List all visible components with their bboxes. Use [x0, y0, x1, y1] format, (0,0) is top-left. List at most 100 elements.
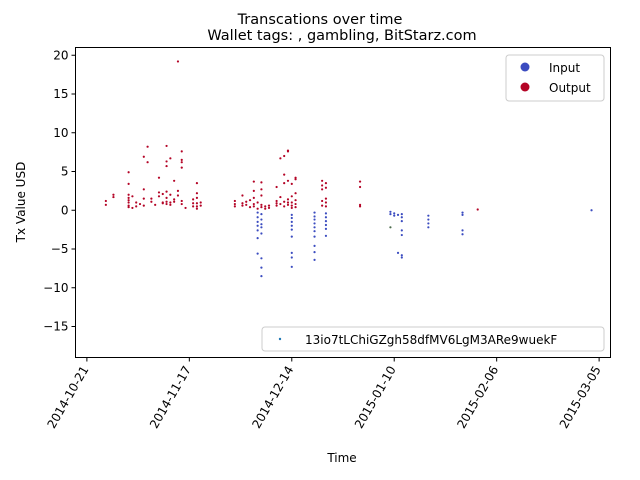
- data-point: [256, 201, 259, 204]
- data-point: [131, 206, 134, 210]
- data-point: [245, 203, 248, 206]
- data-point: [313, 251, 316, 254]
- data-point: [195, 207, 199, 210]
- data-point: [324, 205, 328, 208]
- data-point: [321, 199, 324, 203]
- data-point: [248, 206, 252, 209]
- data-point: [283, 173, 286, 176]
- data-point: [275, 202, 278, 205]
- data-point: [195, 182, 199, 185]
- data-point: [393, 212, 396, 215]
- data-point: [256, 229, 259, 232]
- data-point: [192, 202, 195, 205]
- data-point: [294, 202, 297, 206]
- data-point: [180, 150, 183, 153]
- data-point: [169, 193, 172, 196]
- data-point: [313, 226, 316, 229]
- data-point: [165, 160, 168, 163]
- x-ticks: 2014-10-21 2014-11-17 2014-12-14 2015-01-10…: [45, 357, 604, 431]
- data-point: [169, 203, 172, 206]
- data-point: [252, 205, 255, 208]
- data-point: [157, 176, 161, 179]
- data-point: [127, 204, 130, 207]
- data-point: [131, 195, 134, 198]
- x-tick-label: 2015-01-10: [352, 363, 399, 430]
- data-point: [169, 201, 172, 204]
- legend-output-marker: [520, 82, 530, 92]
- data-point: [192, 205, 195, 208]
- data-point: [260, 226, 263, 229]
- data-point: [461, 213, 464, 216]
- data-point: [290, 220, 293, 223]
- data-point: [286, 198, 290, 201]
- data-point: [256, 252, 259, 255]
- data-point: [127, 199, 130, 202]
- data-point: [294, 199, 297, 202]
- data-point: [195, 202, 199, 205]
- data-point: [389, 210, 392, 213]
- data-point: [260, 275, 263, 278]
- data-point: [252, 180, 255, 183]
- data-point: [192, 198, 195, 201]
- data-point: [169, 157, 172, 160]
- data-point: [173, 198, 176, 201]
- y-tick-label: 5: [61, 165, 69, 179]
- data-point: [146, 161, 149, 164]
- data-point: [321, 179, 324, 182]
- y-tick-label: 20: [53, 48, 68, 62]
- data-point: [173, 179, 176, 182]
- data-point: [324, 201, 328, 204]
- data-point: [176, 60, 180, 63]
- data-point: [396, 213, 400, 216]
- data-point: [245, 200, 248, 203]
- data-point: [127, 206, 130, 209]
- data-point: [283, 182, 286, 185]
- data-point: [184, 206, 187, 210]
- data-point: [279, 195, 282, 199]
- data-point: [290, 235, 293, 238]
- data-point: [294, 192, 297, 195]
- legend-input-label: Input: [549, 61, 580, 75]
- legend-lower-right-frame: [261, 326, 605, 352]
- data-point: [358, 180, 362, 183]
- data-point: [461, 233, 464, 236]
- data-point: [324, 223, 328, 227]
- y-ticks: −15 −10 −5 0 5 10 15 20: [43, 48, 76, 334]
- data-point: [180, 158, 183, 161]
- data-point: [313, 222, 316, 225]
- data-point: [290, 201, 293, 204]
- data-point: [241, 204, 244, 207]
- data-point: [427, 218, 430, 221]
- y-axis-label: Tx Value USD: [14, 162, 28, 244]
- data-point: [157, 191, 161, 194]
- data-point: [142, 188, 145, 191]
- data-point: [199, 201, 202, 204]
- data-point: [248, 199, 252, 202]
- data-point: [324, 197, 328, 200]
- data-point: [267, 204, 271, 207]
- data-point: [290, 206, 293, 210]
- data-point: [290, 216, 293, 220]
- data-point: [165, 164, 168, 168]
- data-point: [286, 150, 290, 153]
- data-point: [283, 200, 286, 203]
- legend-top-right-frame: [505, 54, 605, 102]
- data-point: [290, 182, 293, 185]
- data-point: [104, 199, 107, 203]
- data-point: [290, 195, 293, 198]
- data-point: [127, 201, 130, 204]
- data-point: [142, 197, 145, 200]
- data-point: [195, 192, 199, 195]
- data-point: [286, 179, 290, 182]
- data-point: [260, 206, 263, 209]
- data-point: [324, 186, 328, 189]
- data-point: [165, 190, 168, 193]
- y-tick-label: −5: [51, 242, 69, 256]
- x-tick-label: 2014-11-17: [147, 363, 194, 430]
- data-point: [267, 206, 271, 210]
- data-point: [256, 216, 259, 219]
- data-point: [400, 216, 403, 219]
- data-point: [165, 202, 168, 206]
- data-point: [195, 196, 199, 199]
